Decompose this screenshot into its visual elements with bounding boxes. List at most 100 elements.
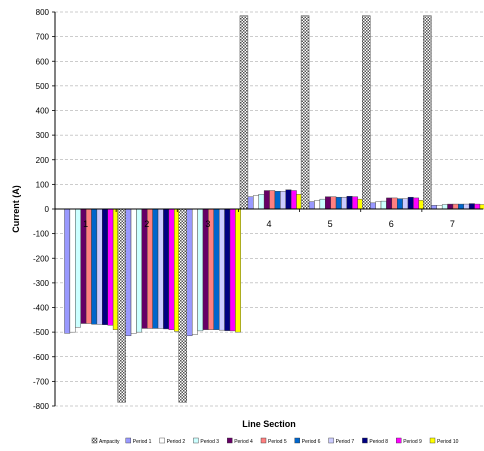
legend-swatch-period-9 — [396, 437, 402, 444]
legend-label-period-5: Period 5 — [268, 439, 287, 445]
axes — [52, 11, 483, 407]
bar-period-8-section-1 — [102, 208, 108, 325]
bar-ampacity-section-7 — [423, 15, 432, 210]
y-tick-label: 0 — [45, 205, 50, 214]
bar-period-10-section-3 — [235, 208, 241, 333]
bar-period-2-section-3 — [191, 208, 198, 335]
legend-label-period-1: Period 1 — [133, 439, 152, 445]
bar-period-6-section-6 — [397, 198, 403, 210]
y-tick-label: -200 — [33, 254, 50, 263]
bar-period-8-section-5 — [346, 195, 353, 210]
y-tick-label: 700 — [36, 33, 50, 42]
bar-period-1-section-5 — [308, 201, 315, 210]
bar-ampacity-section-5 — [300, 15, 310, 210]
bar-period-1-section-3 — [186, 208, 193, 337]
bar-period-1-section-2 — [125, 208, 132, 337]
bar-period-3-section-7 — [441, 204, 448, 210]
bar-period-6-section-2 — [152, 208, 159, 329]
legend-label-period-4: Period 4 — [234, 439, 253, 445]
legend-swatch-period-2 — [159, 437, 165, 444]
bar-period-6-section-5 — [335, 196, 342, 210]
legend-label-period-9: Period 9 — [403, 439, 422, 445]
category-label: 1 — [83, 219, 88, 229]
y-tick-label: -800 — [33, 402, 50, 411]
bar-ampacity-section-2 — [117, 208, 126, 403]
bar-period-7-section-3 — [218, 208, 225, 331]
bar-period-9-section-6 — [413, 197, 420, 210]
legend-label-period-7: Period 7 — [336, 439, 355, 445]
bar-period-8-section-2 — [163, 208, 170, 330]
bar-period-2-section-7 — [436, 205, 443, 210]
bar-period-8-section-3 — [224, 208, 231, 331]
category-labels: 1 2 3 4 5 6 7 — [83, 219, 455, 229]
bar-period-4-section-6 — [386, 197, 393, 210]
bar-period-10-section-7 — [479, 204, 484, 210]
x-axis-title: Line Section — [242, 419, 296, 429]
bar-period-3-section-3 — [197, 208, 204, 332]
legend-label-period-10: Period 10 — [437, 439, 459, 445]
bar-period-5-section-4 — [269, 190, 276, 210]
y-tick-label: -300 — [33, 279, 50, 288]
bar-period-3-section-4 — [258, 194, 265, 210]
y-tick-label: -100 — [33, 230, 50, 239]
bar-period-6-section-7 — [458, 203, 464, 210]
bar-period-4-section-5 — [325, 196, 331, 210]
legend-label-period-2: Period 2 — [167, 439, 186, 445]
bar-ampacity-section-6 — [362, 15, 371, 210]
legend-swatch-period-1 — [125, 437, 132, 444]
legend: Ampacity Period 1 Period 2 Period 3 Period 4… — [91, 437, 459, 445]
category-label: 3 — [205, 219, 210, 229]
category-label: 4 — [266, 219, 271, 229]
legend-swatch-period-5 — [260, 437, 267, 444]
legend-label-ampacity: Ampacity — [99, 439, 120, 445]
bar-period-7-section-4 — [280, 191, 286, 210]
category-label: 2 — [144, 219, 149, 229]
y-tick-label: 200 — [36, 156, 50, 165]
bar-period-9-section-7 — [474, 203, 481, 210]
legend-label-period-6: Period 6 — [302, 439, 321, 445]
bar-ampacity-section-4 — [239, 15, 249, 210]
bar-period-5-section-6 — [391, 197, 398, 210]
bar-period-9-section-4 — [290, 190, 297, 210]
legend-swatch-period-10 — [429, 437, 436, 444]
y-tick-label: 600 — [36, 57, 50, 66]
legend-swatch-period-8 — [362, 437, 368, 444]
bar-period-2-section-2 — [130, 208, 137, 334]
bar-period-5-section-7 — [452, 203, 459, 210]
y-tick-label: -400 — [33, 304, 50, 313]
bar-period-3-section-1 — [75, 208, 81, 328]
bar-period-3-section-2 — [136, 208, 143, 333]
bar-period-3-section-6 — [380, 200, 387, 210]
legend-swatch-period-3 — [193, 437, 199, 444]
bar-period-9-section-1 — [107, 208, 114, 326]
bar-period-5-section-5 — [330, 196, 337, 210]
bar-period-2-section-1 — [69, 208, 76, 333]
bar-period-7-section-2 — [157, 208, 164, 329]
bar-period-8-section-7 — [468, 203, 475, 210]
category-label: 5 — [328, 219, 333, 229]
bar-period-6-section-1 — [91, 208, 98, 325]
bar-period-7-section-5 — [341, 196, 348, 210]
y-tick-label: 500 — [36, 82, 50, 91]
bar-period-6-section-3 — [213, 208, 220, 330]
bar-period-4-section-4 — [263, 190, 270, 210]
bar-period-2-section-5 — [314, 200, 321, 210]
legend-swatch-period-4 — [226, 437, 233, 444]
y-tick-label: 300 — [36, 131, 50, 140]
bar-period-8-section-6 — [407, 196, 414, 210]
bar-period-1-section-7 — [431, 205, 437, 210]
bar-period-6-section-4 — [274, 191, 281, 210]
category-label: 7 — [450, 219, 455, 229]
y-tick-label: 100 — [36, 180, 50, 189]
legend-swatch-period-6 — [294, 437, 300, 444]
legend-swatch-period-7 — [328, 437, 334, 444]
bar-period-4-section-7 — [447, 203, 454, 210]
y-tick-label: -500 — [33, 328, 50, 337]
bar-period-7-section-7 — [463, 203, 470, 210]
bar-period-2-section-4 — [253, 195, 259, 210]
y-axis-title: Current (A) — [11, 185, 21, 233]
bar-period-2-section-6 — [375, 201, 382, 210]
bar-period-1-section-6 — [370, 202, 376, 210]
legend-label-period-3: Period 3 — [200, 439, 219, 445]
